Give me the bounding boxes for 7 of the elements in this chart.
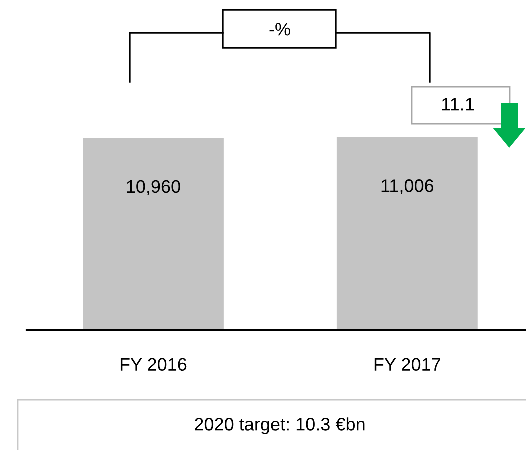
text: -% xyxy=(270,23,290,36)
data-label: 10,960 xyxy=(127,180,180,196)
x-tick-label: FY 2016 xyxy=(120,358,187,372)
text: 11.1 xyxy=(442,98,474,111)
text: 2020 target: 10.3 €bn xyxy=(195,418,365,434)
data-label: 11,006 xyxy=(382,180,434,194)
x-tick-label: FY 2017 xyxy=(374,358,440,372)
